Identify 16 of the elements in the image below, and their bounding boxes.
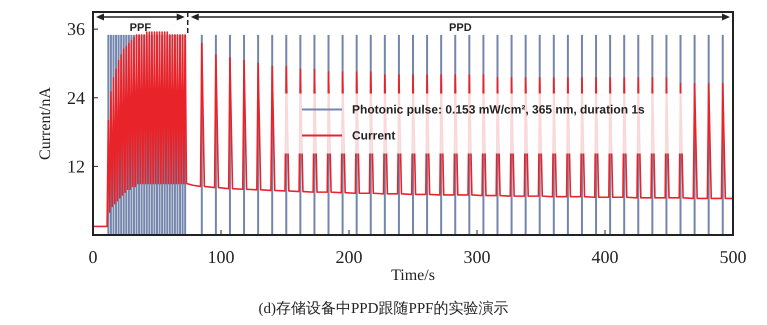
- legend-label: Current: [352, 128, 396, 142]
- x-tick-label: 300: [464, 247, 490, 267]
- y-tick-label: 24: [67, 88, 85, 108]
- annotation: PPF: [130, 22, 152, 34]
- x-tick-label: 100: [208, 247, 234, 267]
- x-tick-label: 200: [336, 247, 362, 267]
- x-tick-label: 400: [592, 247, 618, 267]
- x-tick-label: 0: [88, 247, 98, 267]
- y-tick-label: 36: [67, 19, 85, 40]
- y-axis-title: Current/nA: [37, 86, 54, 160]
- legend-label: Photonic pulse: 0.153 mW/cm², 365 nm, duration 1s: [352, 102, 646, 116]
- x-axis-title: Time/s: [391, 267, 435, 284]
- annotation: PPD: [449, 22, 472, 34]
- y-tick-label: 12: [67, 156, 85, 176]
- text: (d)存储设备中PPD跟随PPF的实验演示: [258, 300, 509, 317]
- x-tick-label: 500: [720, 247, 746, 267]
